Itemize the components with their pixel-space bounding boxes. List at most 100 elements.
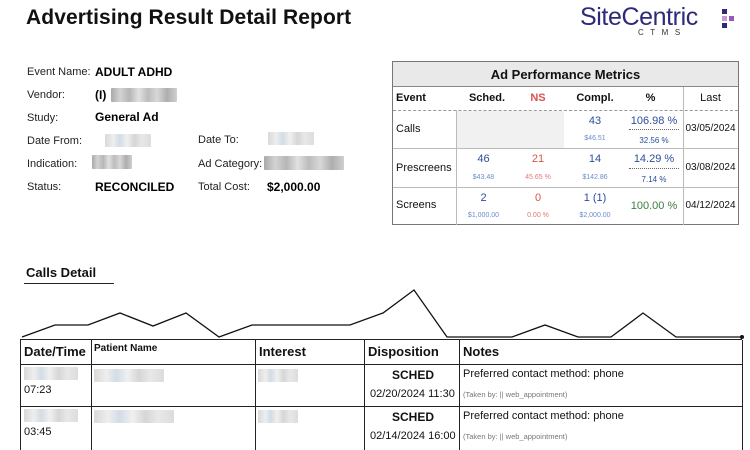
metrics-calls-last: 03/05/2024 xyxy=(685,123,736,134)
metrics-col-divider xyxy=(456,110,457,225)
interest-redacted xyxy=(258,410,298,423)
logo-square-icon xyxy=(729,16,734,21)
column-divider xyxy=(459,340,460,450)
call-time: 07:23 xyxy=(24,384,52,396)
total-cost-value: $2,000.00 xyxy=(267,180,321,194)
column-divider xyxy=(255,340,256,450)
disposition-date: 02/20/2024 11:30 xyxy=(370,388,455,400)
disposition-date: 02/14/2024 16:00 xyxy=(370,430,456,442)
study-label: Study: xyxy=(27,112,59,124)
report-title: Advertising Result Detail Report xyxy=(26,6,352,29)
metrics-header-sched: Sched. xyxy=(468,92,506,104)
metrics-screens-compl-cost: $2,000.00 xyxy=(579,212,611,219)
sitecentric-logo: SiteCentric CTMS xyxy=(580,3,740,43)
metrics-pct-divider xyxy=(629,129,679,130)
logo-square-icon xyxy=(722,16,727,21)
metrics-col-divider xyxy=(683,87,684,225)
call-time: 03:45 xyxy=(24,426,52,438)
row-divider xyxy=(21,406,743,407)
header-divider xyxy=(21,364,743,365)
metrics-screens-compl: 1 (1) xyxy=(583,192,607,204)
logo-sub-text: CTMS xyxy=(638,28,687,37)
metrics-prescreens-sched: 46 xyxy=(477,153,490,165)
metrics-screens-sched-cost: $1,000.00 xyxy=(467,212,500,219)
metrics-prescreens-ns: 21 xyxy=(531,153,545,165)
metrics-calls-event: Calls xyxy=(396,123,421,135)
metrics-prescreens-compl-cost: $142.86 xyxy=(582,174,608,181)
notes-taken-by: (Taken by: || web_appointment) xyxy=(463,432,568,441)
metrics-prescreens-compl: 14 xyxy=(588,153,602,165)
metrics-screens-sched: 2 xyxy=(480,192,487,204)
date-from-redacted xyxy=(105,134,151,147)
patient-name-redacted xyxy=(94,410,174,423)
disposition-status: SCHED xyxy=(392,368,435,382)
metrics-screens-event: Screens xyxy=(396,199,437,211)
interest-redacted xyxy=(258,369,298,382)
study-value: General Ad xyxy=(95,110,159,124)
metrics-prescreens-ns-pct: 45.65 % xyxy=(525,174,551,181)
metrics-header-event: Event xyxy=(396,92,426,104)
metrics-pct-divider xyxy=(629,168,679,169)
metrics-prescreens-sched-cost: $43.48 xyxy=(472,174,495,181)
notes-text: Preferred contact method: phone xyxy=(463,410,624,422)
column-header-disposition: Disposition xyxy=(368,344,439,359)
vendor-prefix: (I) xyxy=(95,88,107,102)
calls-detail-table: Date/Time Patient Name Interest Disposit… xyxy=(20,339,743,450)
logo-square-icon xyxy=(722,9,727,14)
disposition-status: SCHED xyxy=(392,410,435,424)
date-to-label: Date To: xyxy=(198,134,239,146)
calls-detail-underline xyxy=(24,283,114,284)
metrics-header-compl: Compl. xyxy=(576,92,614,104)
metrics-title: Ad Performance Metrics xyxy=(393,62,738,87)
column-divider xyxy=(364,340,365,450)
metrics-screens-pct: 100.00 % xyxy=(630,200,678,212)
metrics-calls-pct-sub: 32.56 % xyxy=(639,136,669,145)
date-from-label: Date From: xyxy=(27,135,83,147)
calls-volume-sparkline xyxy=(21,289,744,339)
metrics-prescreens-pct: 14.29 % xyxy=(633,153,675,165)
logo-square-icon xyxy=(722,23,727,28)
event-name-label: Event Name: xyxy=(27,66,91,78)
metrics-header-pct: % xyxy=(645,92,656,104)
status-value: RECONCILED xyxy=(95,180,175,194)
metrics-calls-compl: 43 xyxy=(588,115,602,127)
column-divider xyxy=(91,340,92,450)
metrics-calls-pct: 106.98 % xyxy=(630,115,678,127)
call-date-redacted xyxy=(24,409,78,422)
column-header-notes: Notes xyxy=(463,344,500,359)
vendor-label: Vendor: xyxy=(27,89,65,101)
metrics-prescreens-event: Prescreens xyxy=(396,162,452,174)
ad-category-redacted xyxy=(264,156,344,170)
indication-redacted xyxy=(92,155,132,169)
total-cost-label: Total Cost: xyxy=(198,181,250,193)
metrics-calls-compl-cost: $46.51 xyxy=(584,135,606,142)
vendor-redacted xyxy=(111,88,177,102)
metrics-row-divider xyxy=(393,148,738,149)
column-divider xyxy=(742,340,743,450)
calls-empty-cells xyxy=(457,111,564,148)
metrics-prescreens-last: 03/08/2024 xyxy=(685,162,736,173)
notes-taken-by: (Taken by: || web_appointment) xyxy=(463,390,568,399)
indication-label: Indication: xyxy=(27,158,78,170)
metrics-header-ns: NS xyxy=(530,92,546,104)
logo-main-text: SiteCentric xyxy=(580,3,698,31)
metrics-screens-ns-pct: 0.00 % xyxy=(527,212,549,219)
status-label: Status: xyxy=(27,181,62,193)
metrics-prescreens-pct-sub: 7.14 % xyxy=(641,175,667,184)
date-to-redacted xyxy=(268,132,314,145)
ad-performance-metrics-table: Ad Performance Metrics Event Sched. NS C… xyxy=(392,61,739,225)
column-header-interest: Interest xyxy=(259,344,306,359)
metrics-screens-ns: 0 xyxy=(534,192,542,204)
event-name-value: ADULT ADHD xyxy=(95,65,173,79)
column-header-datetime: Date/Time xyxy=(24,344,86,359)
patient-name-redacted xyxy=(94,369,164,382)
column-header-patient-name: Patient Name xyxy=(94,343,158,354)
metrics-header-last: Last xyxy=(700,92,721,104)
calls-detail-heading: Calls Detail xyxy=(26,265,97,280)
notes-text: Preferred contact method: phone xyxy=(463,368,624,380)
metrics-row-divider xyxy=(393,110,738,111)
call-date-redacted xyxy=(24,367,78,380)
metrics-row-divider xyxy=(393,187,738,188)
metrics-screens-last: 04/12/2024 xyxy=(685,200,736,211)
ad-category-label: Ad Category: xyxy=(198,158,263,170)
